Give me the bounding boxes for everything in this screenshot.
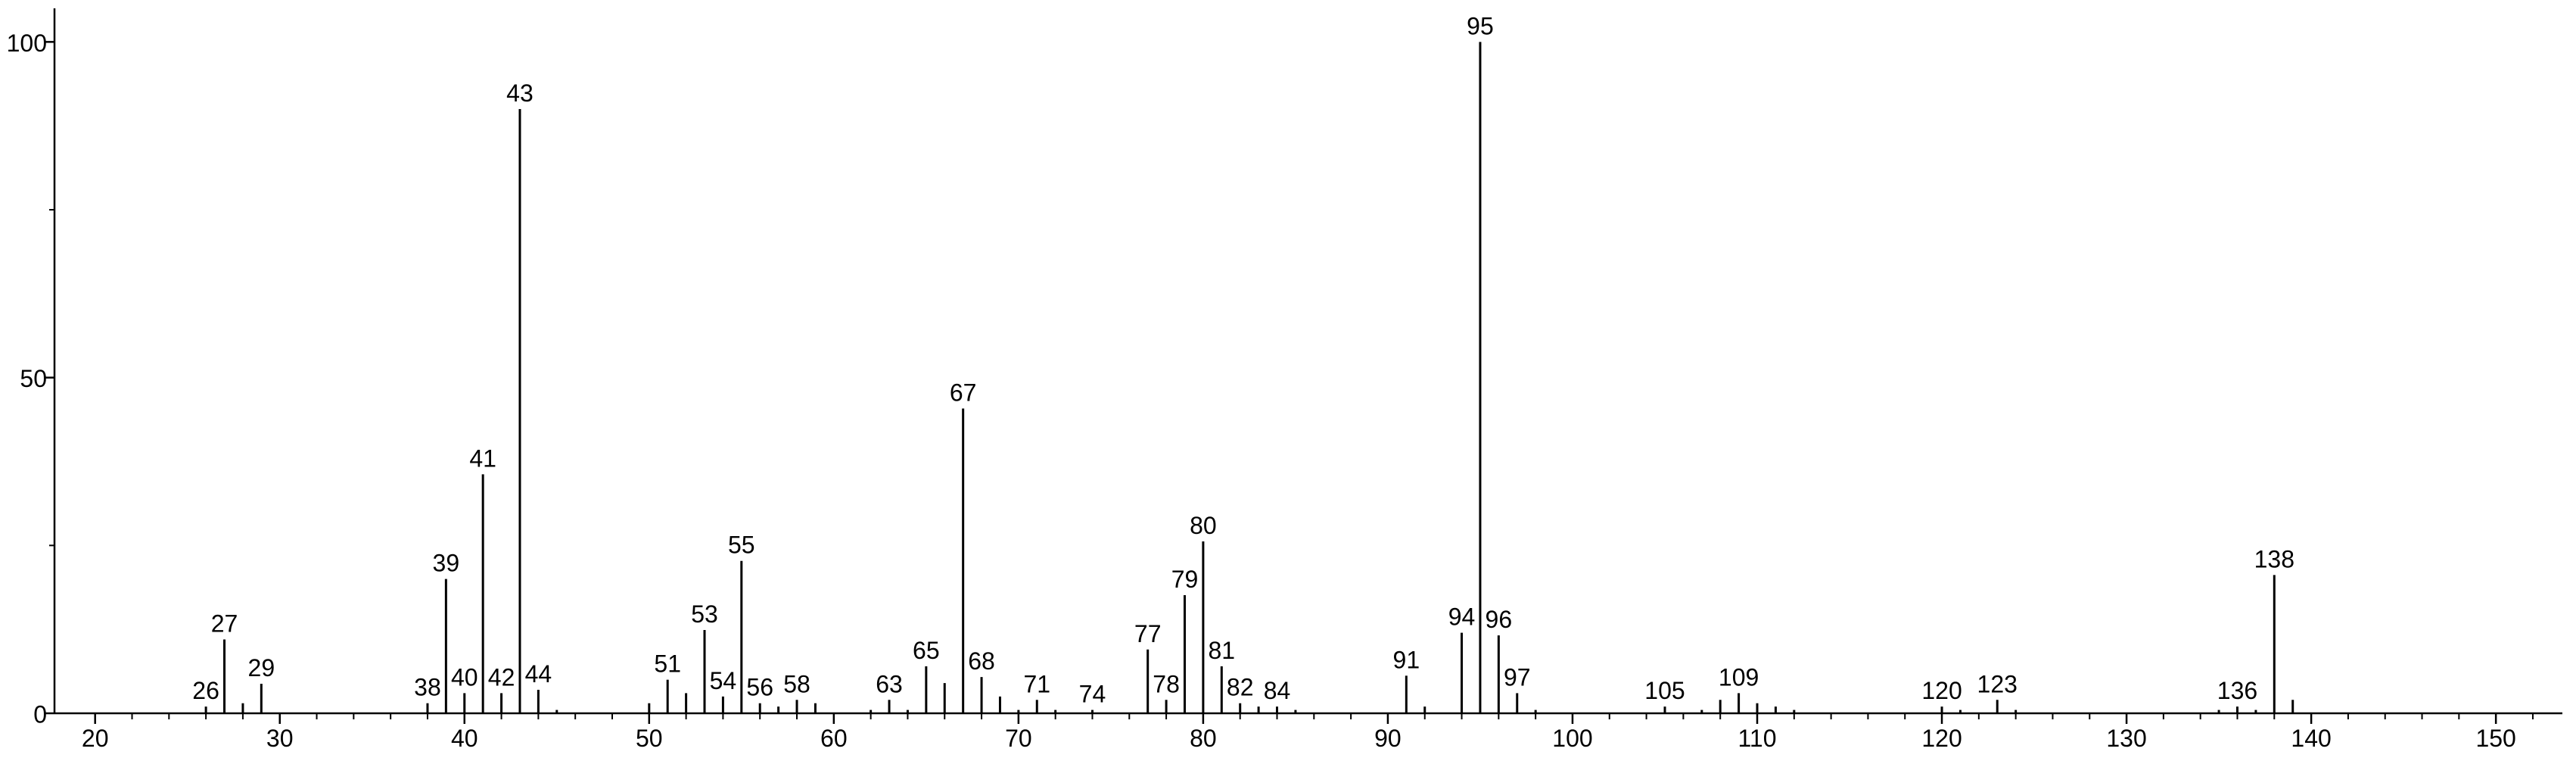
x-tick-label: 120	[1921, 725, 1962, 752]
x-tick-label: 90	[1374, 725, 1402, 752]
peak-label: 120	[1921, 677, 1962, 704]
peak-label: 74	[1079, 681, 1106, 708]
peak-label: 96	[1486, 606, 1513, 633]
peak-label: 40	[451, 663, 478, 691]
peak-label: 95	[1467, 12, 1494, 39]
peak-label: 43	[506, 80, 534, 107]
peak-label: 38	[414, 674, 441, 701]
peak-label: 97	[1504, 663, 1531, 691]
peak-label: 67	[950, 379, 977, 406]
peak-label: 80	[1190, 512, 1217, 539]
x-tick-label: 60	[820, 725, 848, 752]
peak-label: 58	[783, 670, 810, 697]
y-tick-label: 100	[7, 30, 47, 57]
peak-label: 123	[1977, 670, 2018, 697]
peak-label: 68	[968, 647, 995, 675]
peak-label: 138	[2254, 545, 2294, 572]
peak-label: 105	[1644, 677, 1685, 704]
peak-label: 41	[469, 444, 496, 472]
peak-label: 77	[1134, 620, 1162, 647]
peak-label: 27	[211, 610, 238, 637]
peak-label: 109	[1719, 663, 1759, 691]
peak-label: 55	[728, 532, 755, 559]
x-tick-label: 70	[1005, 725, 1032, 752]
peak-label: 54	[710, 667, 737, 694]
peak-label: 44	[525, 660, 552, 688]
x-tick-label: 30	[266, 725, 294, 752]
y-tick-label: 0	[33, 700, 47, 728]
peak-label: 29	[248, 654, 275, 681]
y-tick-label: 50	[20, 365, 47, 392]
x-tick-label: 40	[451, 725, 478, 752]
peak-label: 63	[876, 670, 903, 697]
peak-label: 91	[1393, 646, 1420, 673]
x-tick-label: 140	[2291, 725, 2331, 752]
x-tick-label: 130	[2106, 725, 2146, 752]
peak-label: 71	[1023, 670, 1050, 697]
peak-label: 39	[433, 550, 460, 577]
peak-label: 79	[1171, 566, 1199, 593]
peak-label: 84	[1264, 677, 1291, 704]
peak-label: 94	[1448, 603, 1476, 631]
x-tick-label: 80	[1190, 725, 1217, 752]
x-tick-label: 110	[1738, 725, 1776, 752]
peak-label: 51	[654, 650, 681, 678]
x-tick-label: 50	[636, 725, 663, 752]
peak-label: 136	[2217, 677, 2257, 704]
peak-label: 53	[691, 600, 718, 628]
peak-label: 56	[746, 674, 773, 701]
peak-label: 26	[192, 677, 219, 704]
peak-label: 42	[488, 663, 515, 691]
peak-label: 81	[1209, 637, 1236, 664]
x-tick-label: 150	[2475, 725, 2515, 752]
peak-label: 78	[1153, 670, 1180, 697]
x-tick-label: 100	[1552, 725, 1592, 752]
peak-label: 65	[913, 637, 940, 664]
peak-label: 82	[1227, 674, 1254, 701]
x-tick-label: 20	[82, 725, 109, 752]
